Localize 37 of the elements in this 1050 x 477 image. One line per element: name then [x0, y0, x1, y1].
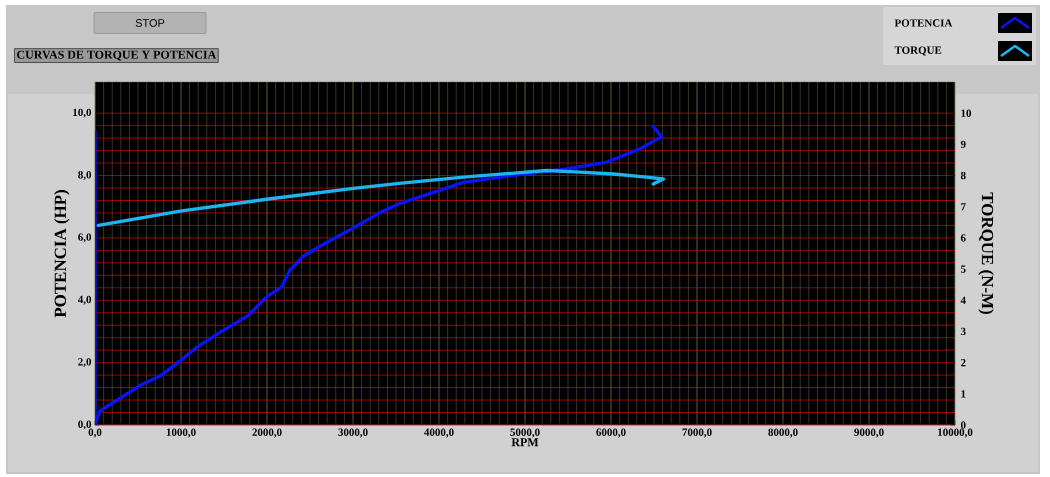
y2-tick-label: 8	[960, 171, 966, 180]
chart-title: CURVAS DE TORQUE Y POTENCIA	[17, 50, 217, 61]
y2-tick-label: 3	[960, 327, 966, 336]
line-series	[95, 124, 664, 425]
x-tick-label: 5000,0	[510, 428, 540, 438]
y2-tick-label: 7	[961, 203, 966, 211]
y-tick-label: 4,0	[77, 295, 92, 305]
text: POTENCIA	[894, 19, 953, 27]
y-tick-label: 8,0	[78, 171, 92, 181]
x-tick-label: 3000,0	[338, 428, 368, 438]
x-tick-label: 0,0	[88, 428, 102, 438]
y2-tick-label: 0	[960, 421, 966, 429]
x-tick-label: 9000,0	[854, 428, 884, 438]
y2-tick-label: 9	[960, 140, 966, 149]
y2-tick-label: 1	[961, 390, 966, 398]
y-tick-label: 2,0	[78, 358, 92, 368]
y-axis-title: POTENCIA (HP)	[54, 190, 70, 318]
x-tick-label: 6000,0	[596, 428, 626, 438]
line-series	[96, 168, 666, 228]
x-tick-label: 4000,0	[424, 428, 454, 438]
y2-axis-title: TORQUE (N-M)	[978, 192, 994, 314]
x-tick-label: 10000,0	[938, 428, 973, 438]
x-tick-label: 1000,0	[166, 428, 196, 438]
y-tick-label: 0,0	[78, 420, 92, 430]
x-axis-title: RPM	[511, 438, 539, 447]
y2-tick-label: 6	[960, 234, 966, 242]
y2-tick-label: 5	[960, 265, 966, 273]
y-tick-label: 10,0	[73, 108, 92, 118]
y2-tick-label: 10	[961, 109, 972, 117]
text: STOP	[135, 19, 165, 27]
y2-tick-label: 4	[960, 296, 966, 304]
y-tick-label: 6,0	[78, 233, 92, 243]
y2-tick-label: 2	[960, 359, 966, 367]
text: TORQUE	[894, 46, 942, 56]
x-tick-label: 2000,0	[252, 428, 282, 438]
x-tick-label: 8000,0	[768, 428, 798, 438]
x-tick-label: 7000,0	[682, 428, 712, 438]
